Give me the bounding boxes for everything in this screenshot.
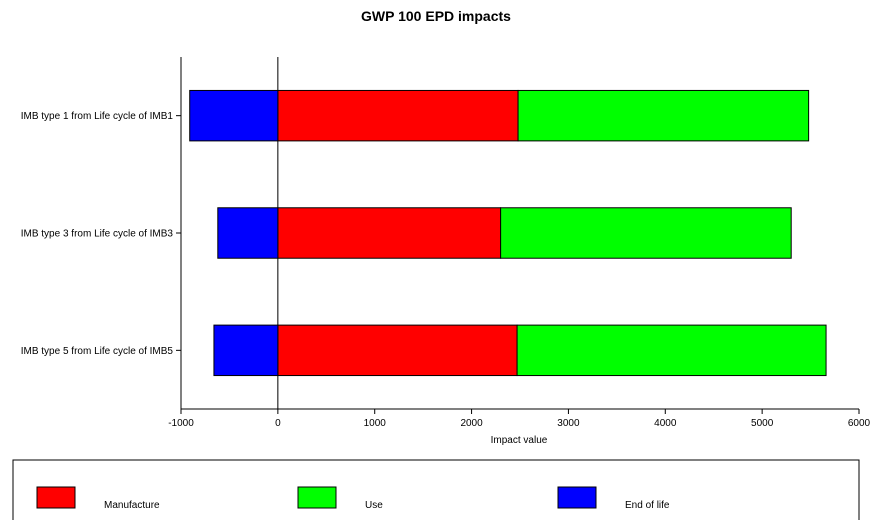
x-tick-label: 3000 (557, 418, 580, 429)
legend-label: Use (365, 500, 383, 511)
x-tick-label: 5000 (751, 418, 774, 429)
legend: Manufacture Use End of life (36, 486, 670, 511)
bar-use (500, 207, 792, 259)
x-tick-label: 0 (275, 418, 281, 429)
bar-end-of-life (189, 89, 279, 142)
legend-box (12, 459, 860, 520)
legend-swatch (36, 486, 76, 509)
bar-use (517, 89, 810, 142)
x-tick-label: 1000 (364, 418, 387, 429)
x-tick-label: -1000 (168, 418, 194, 429)
legend-label: End of life (625, 500, 670, 511)
bar-use (516, 324, 827, 377)
category-label: IMB type 3 from Life cycle of IMB3 (21, 229, 174, 240)
legend-label: Manufacture (104, 500, 160, 511)
x-tick-label: 4000 (654, 418, 677, 429)
x-tick-label: 2000 (460, 418, 483, 429)
x-axis-label: Impact value (491, 435, 548, 446)
bar-manufacture (277, 207, 502, 259)
bar-end-of-life (217, 207, 279, 259)
bar-manufacture (277, 324, 518, 377)
category-label: IMB type 1 from Life cycle of IMB1 (21, 111, 174, 122)
category-label: IMB type 5 from Life cycle of IMB5 (21, 346, 174, 357)
bar-manufacture (277, 89, 519, 142)
plot-area: -1000 0 1000 2000 3000 4000 5000 6000 IMB type 1… (21, 57, 871, 429)
chart-title: GWP 100 EPD impacts (361, 8, 511, 24)
legend-swatch (297, 486, 337, 509)
legend-swatch (557, 486, 597, 509)
x-tick-label: 6000 (848, 418, 871, 429)
bar-end-of-life (213, 324, 279, 377)
